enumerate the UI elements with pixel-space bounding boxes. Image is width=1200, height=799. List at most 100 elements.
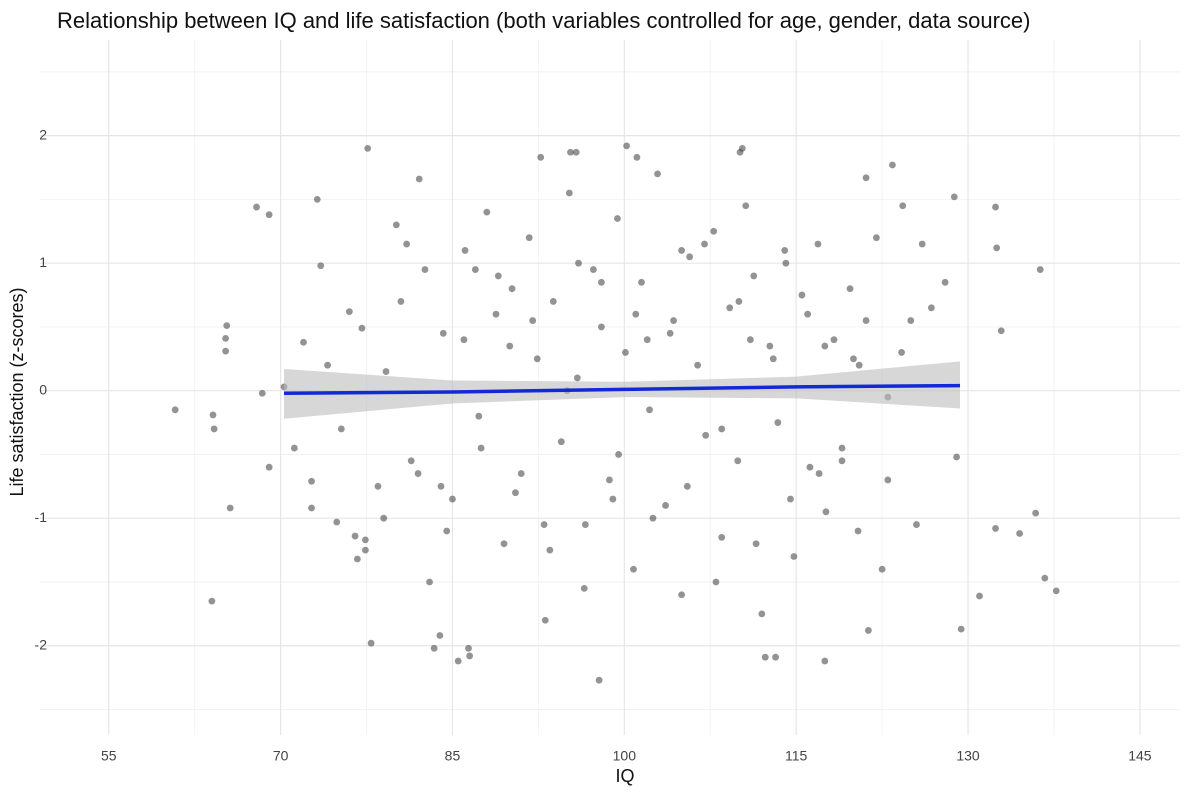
y-tick-label: -1	[35, 509, 48, 525]
point	[666, 329, 674, 337]
point	[806, 463, 814, 471]
point	[209, 411, 217, 419]
point	[541, 616, 549, 624]
point	[382, 368, 390, 375]
point	[623, 142, 631, 150]
y-tick-label: 0	[39, 381, 47, 397]
point	[598, 323, 605, 331]
point	[351, 532, 359, 540]
point	[821, 657, 829, 665]
point	[573, 374, 581, 382]
point	[606, 476, 613, 484]
point	[701, 240, 708, 248]
point	[364, 144, 372, 152]
point	[171, 406, 179, 414]
point	[643, 336, 651, 344]
point	[649, 514, 657, 522]
point	[454, 657, 462, 665]
point	[787, 495, 794, 503]
point	[598, 278, 605, 286]
point	[862, 174, 870, 182]
point	[899, 202, 907, 210]
point	[815, 470, 823, 477]
point	[790, 553, 798, 560]
point	[317, 262, 325, 270]
point	[512, 489, 519, 497]
point	[222, 347, 230, 355]
point	[508, 285, 516, 293]
point	[670, 317, 677, 324]
point	[654, 170, 661, 178]
point	[361, 536, 369, 544]
regression-line	[284, 383, 961, 395]
point	[436, 632, 444, 639]
point	[686, 253, 694, 261]
point	[918, 240, 926, 248]
point	[772, 653, 779, 661]
chart-title: Relationship between IQ and life satisfa…	[57, 8, 1030, 33]
point	[1016, 530, 1023, 537]
point	[449, 495, 456, 503]
point	[253, 203, 260, 211]
point	[913, 521, 920, 528]
point	[565, 189, 573, 197]
point	[609, 495, 617, 503]
point	[500, 540, 508, 548]
x-tick-label: 145	[1128, 748, 1152, 764]
point	[774, 419, 782, 426]
point	[798, 291, 806, 299]
point	[540, 521, 548, 528]
point	[850, 355, 857, 363]
point	[546, 546, 554, 554]
point	[718, 425, 726, 433]
point	[345, 308, 353, 316]
point	[333, 518, 341, 526]
point	[337, 425, 345, 433]
point	[734, 457, 742, 465]
point	[208, 597, 216, 605]
x-tick-label: 85	[445, 748, 461, 764]
point	[726, 304, 734, 312]
point	[997, 327, 1005, 335]
point	[878, 565, 886, 573]
point	[854, 527, 862, 535]
point	[223, 322, 231, 330]
point	[953, 453, 960, 461]
x-tick-label: 100	[613, 748, 637, 764]
point	[907, 317, 915, 324]
point	[712, 578, 720, 586]
point	[678, 591, 686, 599]
point	[898, 349, 905, 356]
point	[415, 175, 423, 183]
point	[633, 153, 641, 161]
point	[367, 639, 375, 647]
point	[941, 278, 949, 286]
point	[439, 329, 447, 337]
x-tick-label: 130	[956, 748, 980, 764]
point	[430, 644, 438, 652]
y-tick-label: -2	[35, 636, 48, 652]
point	[421, 266, 429, 273]
point	[992, 525, 999, 532]
point	[950, 193, 958, 201]
point	[846, 285, 854, 293]
point	[308, 504, 315, 512]
point	[782, 259, 790, 267]
point	[581, 521, 589, 528]
point	[437, 482, 445, 490]
point	[630, 565, 637, 573]
point	[872, 234, 880, 242]
point	[222, 335, 230, 342]
point	[290, 444, 298, 452]
point	[533, 355, 541, 363]
point	[678, 247, 686, 254]
point	[358, 324, 366, 332]
point	[426, 578, 433, 586]
point	[392, 221, 400, 229]
point	[361, 546, 369, 554]
y-tick-label: 2	[39, 126, 47, 142]
point	[567, 148, 574, 156]
point	[460, 336, 468, 344]
point	[838, 457, 846, 465]
point	[580, 584, 588, 592]
